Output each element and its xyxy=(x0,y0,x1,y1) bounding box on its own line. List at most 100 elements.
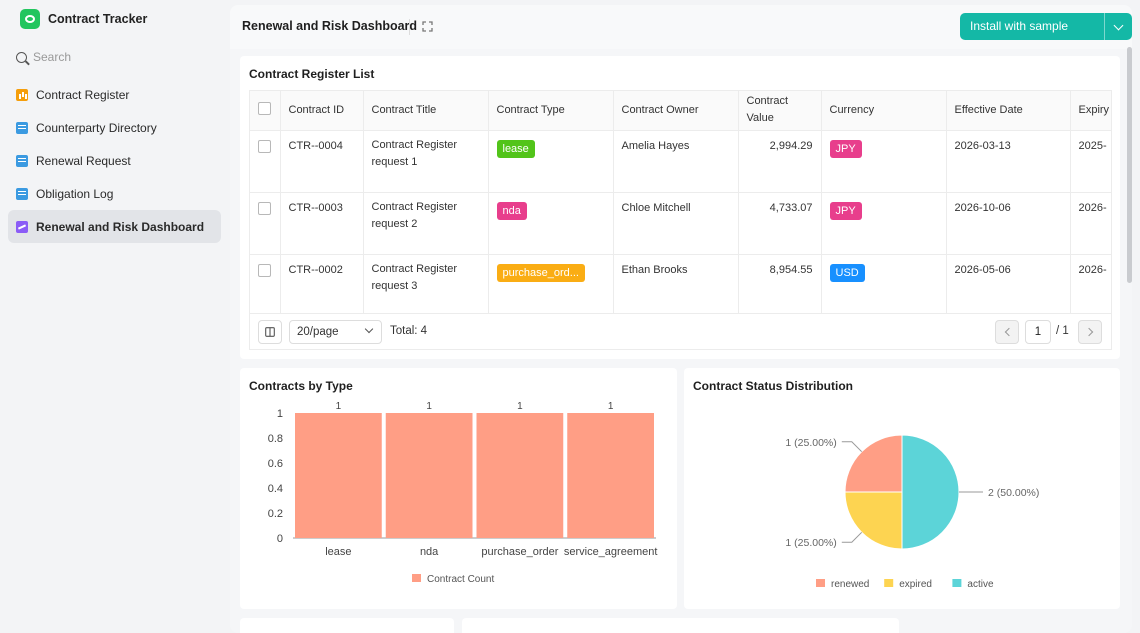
search-input[interactable]: Search xyxy=(16,50,71,64)
contract-title-cell: Contract Register request 1 xyxy=(363,130,489,193)
contract-owner-cell: Ethan Brooks xyxy=(613,254,739,313)
brand[interactable]: Contract Tracker xyxy=(20,9,147,29)
page-scrollbar[interactable] xyxy=(1127,47,1132,283)
column-header[interactable]: Contract ID xyxy=(280,91,364,131)
expiry-cell: 2025- xyxy=(1070,130,1111,193)
page-size-select[interactable]: 20/page xyxy=(289,320,382,344)
y-tick-label: 1 xyxy=(277,408,283,420)
contract-value-cell: 4,733.07 xyxy=(738,192,822,255)
column-settings-button[interactable] xyxy=(258,320,282,344)
card-title: Contracts by Type xyxy=(249,379,353,393)
bar xyxy=(567,413,654,538)
legend-label: Contract Count xyxy=(427,574,494,585)
contract-value-cell: 2,994.29 xyxy=(738,130,822,193)
x-tick-label: nda xyxy=(420,546,439,558)
contract-id-cell: CTR--0004 xyxy=(280,130,364,193)
expiry-cell: 2026- xyxy=(1070,254,1111,313)
column-header[interactable]: Currency xyxy=(821,91,947,131)
x-tick-label: lease xyxy=(325,546,351,558)
row-checkbox[interactable] xyxy=(258,263,271,277)
page-size-value: 20/page xyxy=(297,326,339,338)
y-tick-label: 0.4 xyxy=(268,483,283,495)
legend-swatch xyxy=(884,579,894,587)
top-bar: Renewal and Risk Dashboard Install with … xyxy=(230,5,1132,49)
bar xyxy=(476,413,564,538)
sidebar-item-label: Contract Register xyxy=(36,87,130,102)
data-label: 1 xyxy=(608,401,614,412)
prev-page-button[interactable] xyxy=(995,320,1019,344)
app-logo-icon xyxy=(20,9,40,29)
y-tick-label: 0.8 xyxy=(268,433,283,445)
effective-date-cell: 2026-03-13 xyxy=(946,130,1071,193)
row-checkbox[interactable] xyxy=(258,139,271,153)
contract-owner-cell: Amelia Hayes xyxy=(613,130,739,193)
y-tick-label: 0.6 xyxy=(268,458,283,470)
table-row[interactable]: CTR--0002 Contract Register request 3 pu… xyxy=(250,254,1111,313)
y-tick-label: 0.2 xyxy=(268,508,283,520)
select-all-checkbox[interactable] xyxy=(258,102,271,116)
search-placeholder: Search xyxy=(33,50,72,64)
lower-card-right xyxy=(462,618,899,633)
currency-tag: JPY xyxy=(829,139,862,158)
slice-label: 1 (25.00%) xyxy=(785,437,836,449)
install-dropdown-button[interactable] xyxy=(1105,13,1132,40)
pagination-bar: 20/page Total: 4 1 / 1 xyxy=(249,313,1112,350)
pie-chart: 1 (25.00%) 1 (25.00%) 2 (50.00%) renewed exp… xyxy=(785,434,1039,590)
contracts-by-type-card: Contracts by Type 1 0.8 0.6 0.4 0.2 0 1 lease 1 n… xyxy=(240,368,677,609)
sidebar-item-obligation-log[interactable]: Obligation Log xyxy=(8,177,221,210)
columns-icon xyxy=(265,327,275,337)
column-header[interactable]: Effective Date xyxy=(946,91,1071,131)
column-header[interactable]: Contract Value xyxy=(738,91,822,131)
contract-status-card: Contract Status Distribution 1 (25.00%) 1… xyxy=(684,368,1120,609)
type-tag: lease xyxy=(496,139,535,158)
sidebar-item-renewal-risk-dashboard[interactable]: Renewal and Risk Dashboard xyxy=(8,210,221,243)
page-number-input[interactable]: 1 xyxy=(1025,320,1051,344)
sidebar-item-contract-register[interactable]: Contract Register xyxy=(8,78,221,111)
table-icon xyxy=(16,154,28,167)
pie-slice xyxy=(844,434,903,493)
contract-owner-cell: Chloe Mitchell xyxy=(613,192,739,255)
app-name: Contract Tracker xyxy=(48,12,148,26)
currency-cell: USD xyxy=(821,254,947,313)
fullscreen-icon[interactable] xyxy=(422,21,433,32)
table-row[interactable]: CTR--0003 Contract Register request 2 nd… xyxy=(250,192,1111,255)
contract-type-cell: purchase_ord... xyxy=(488,254,614,313)
sidebar-item-counterparty-directory[interactable]: Counterparty Directory xyxy=(8,111,221,144)
dashboard-icon xyxy=(16,220,28,233)
bar-chart-icon xyxy=(16,88,28,101)
bar xyxy=(295,413,382,538)
currency-cell: JPY xyxy=(821,130,947,193)
row-checkbox[interactable] xyxy=(258,201,271,215)
install-sample-data-button[interactable]: Install with sample data xyxy=(960,13,1132,40)
page-title: Renewal and Risk Dashboard xyxy=(242,19,418,33)
contract-value-cell: 8,954.55 xyxy=(738,254,822,313)
contract-title-cell: Contract Register request 3 xyxy=(363,254,489,313)
sidebar-item-renewal-request[interactable]: Renewal Request xyxy=(8,144,221,177)
slice-label: 1 (25.00%) xyxy=(785,537,836,549)
column-header[interactable]: Expiry xyxy=(1070,91,1111,131)
contract-title-cell: Contract Register request 2 xyxy=(363,192,489,255)
legend-label: renewed xyxy=(831,579,869,590)
table-header-row: Contract ID Contract Title Contract Type… xyxy=(250,91,1111,131)
table-row[interactable]: CTR--0004 Contract Register request 1 le… xyxy=(250,130,1111,193)
sidebar: Contract Tracker Search Contract Registe… xyxy=(0,0,230,633)
sidebar-nav: Contract Register Counterparty Directory… xyxy=(8,78,221,243)
column-header[interactable]: Contract Owner xyxy=(613,91,739,131)
row-select-cell[interactable] xyxy=(250,254,281,313)
search-icon xyxy=(16,51,27,63)
data-label: 1 xyxy=(426,401,432,412)
slice-label: 2 (50.00%) xyxy=(988,487,1039,499)
column-header[interactable]: Contract Type xyxy=(488,91,614,131)
data-label: 1 xyxy=(517,401,523,412)
install-button-label: Install with sample data xyxy=(960,13,1106,40)
card-title: Contract Register List xyxy=(249,67,375,81)
next-page-button[interactable] xyxy=(1078,320,1102,344)
label-leader-line xyxy=(841,441,863,453)
chevron-down-icon xyxy=(1113,20,1124,30)
select-all-cell[interactable] xyxy=(250,91,281,131)
contract-type-cell: nda xyxy=(488,192,614,255)
row-select-cell[interactable] xyxy=(250,130,281,193)
row-select-cell[interactable] xyxy=(250,192,281,255)
column-header[interactable]: Contract Title xyxy=(363,91,489,131)
legend-label: active xyxy=(967,579,994,590)
